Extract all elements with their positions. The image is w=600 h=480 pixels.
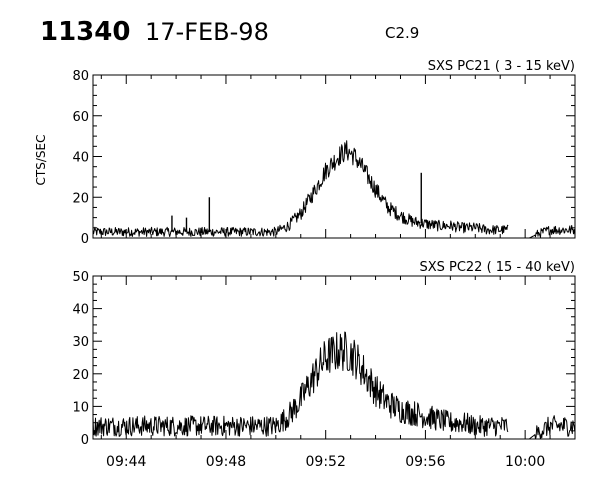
y-tick-label: 40 (72, 151, 89, 166)
y-axis-label: CTS/SEC (34, 135, 48, 186)
y-tick-label: 0 (81, 433, 89, 448)
event-date: 17-FEB-98 (145, 18, 269, 46)
panel-title: SXS PC22 ( 15 - 40 keV) (419, 260, 575, 275)
y-tick-label: 40 (72, 303, 89, 318)
x-tick-label: 09:44 (106, 454, 146, 470)
y-tick-label: 10 (72, 400, 89, 415)
y-tick-label: 20 (72, 368, 89, 383)
x-tick-label: 09:56 (405, 454, 445, 470)
y-tick-label: 50 (72, 270, 89, 285)
x-tick-label: 10:00 (505, 454, 545, 470)
event-id: 11340 (40, 17, 130, 47)
panel-title: SXS PC21 ( 3 - 15 keV) (428, 59, 575, 74)
count-rate-trace (529, 225, 576, 239)
y-tick-label: 60 (72, 110, 89, 125)
x-tick-label: 09:52 (306, 454, 346, 470)
plot-frame (92, 275, 576, 440)
count-rate-trace (92, 331, 509, 437)
goes-class: C2.9 (385, 24, 419, 42)
count-rate-trace (528, 415, 576, 440)
x-tick-label: 09:48 (206, 454, 246, 470)
count-rate-trace (92, 140, 509, 237)
y-tick-label: 80 (72, 69, 89, 84)
y-tick-label: 0 (81, 232, 89, 247)
panel-pc22: SXS PC22 ( 15 - 40 keV) 0 10 20 30 40 50 09:44… (72, 260, 576, 470)
y-tick-label: 30 (72, 335, 89, 350)
panel-pc21: SXS PC21 ( 3 - 15 keV) CTS/SEC 0 20 40 60 80 (34, 59, 576, 247)
y-tick-label: 20 (72, 191, 89, 206)
